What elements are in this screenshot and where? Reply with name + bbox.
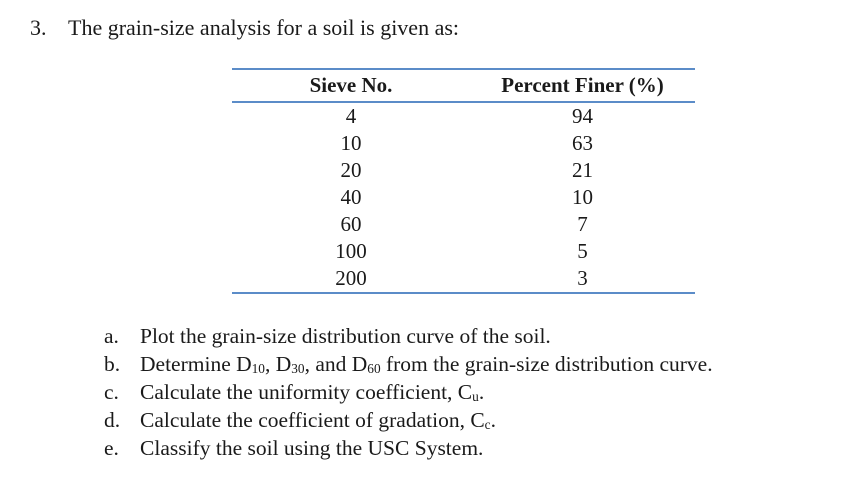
subscript: u — [472, 389, 479, 405]
sieve-number-cell: 20 — [340, 158, 362, 182]
sieve-number-cell: 10 — [340, 131, 362, 155]
percent-finer-cell: 3 — [577, 266, 588, 290]
table-row: 20 21 — [232, 157, 695, 184]
task-text: Classify the soil using the USC System. — [140, 436, 484, 460]
percent-finer-cell: 5 — [577, 239, 588, 263]
task-item-c: c. Calculate the uniformity coefficient, … — [104, 378, 713, 406]
task-item-e: e. Classify the soil using the USC System… — [104, 434, 713, 462]
task-marker: c. — [104, 380, 119, 404]
table-row: 200 3 — [232, 265, 695, 293]
subscript: c — [484, 417, 491, 433]
sieve-number-cell: 200 — [335, 266, 367, 290]
subscript: 30 — [291, 361, 305, 377]
header-percent-finer: Percent Finer (%) — [501, 73, 664, 97]
problem-heading: 3. The grain-size analysis for a soil is … — [30, 14, 459, 42]
task-marker: e. — [104, 436, 119, 460]
task-marker: b. — [104, 352, 121, 376]
task-list: a. Plot the grain-size distribution curve… — [104, 322, 713, 462]
percent-finer-cell: 21 — [572, 158, 593, 182]
percent-finer-cell: 10 — [572, 185, 593, 209]
table-row: 10 63 — [232, 130, 695, 157]
task-text: Plot the grain-size distribution curve o… — [140, 324, 551, 348]
table-row: 4 94 — [232, 102, 695, 130]
header-sieve-no: Sieve No. — [309, 73, 393, 97]
problem-number: 3. — [30, 15, 47, 40]
percent-finer-cell: 63 — [572, 131, 593, 155]
task-text: Calculate the uniformity coefficient, Cu… — [140, 380, 485, 405]
task-item-d: d. Calculate the coefficient of gradation… — [104, 406, 713, 434]
task-text: Calculate the coefficient of gradation, … — [140, 408, 496, 433]
table-row: 100 5 — [232, 238, 695, 265]
sieve-number-cell: 4 — [345, 104, 357, 128]
subscript: 10 — [251, 361, 265, 377]
task-marker: d. — [104, 408, 121, 432]
task-marker: a. — [104, 324, 119, 348]
percent-finer-cell: 7 — [577, 212, 588, 236]
table-header-row: Sieve No. Percent Finer (%) — [232, 69, 695, 102]
sieve-number-cell: 60 — [340, 212, 362, 236]
task-item-b: b. Determine D10, D30, and D60 from the g… — [104, 350, 713, 378]
table-row: 60 7 — [232, 211, 695, 238]
sieve-number-cell: 40 — [340, 185, 362, 209]
grain-size-table: Sieve No. Percent Finer (%) 4 94 10 63 2… — [232, 68, 695, 294]
percent-finer-cell: 94 — [572, 104, 593, 128]
problem-statement: The grain-size analysis for a soil is gi… — [68, 15, 460, 40]
sieve-number-cell: 100 — [335, 239, 367, 263]
task-text: Determine D10, D30, and D60 from the gra… — [140, 352, 713, 377]
task-item-a: a. Plot the grain-size distribution curve… — [104, 322, 713, 350]
subscript: 60 — [367, 361, 381, 377]
table-row: 40 10 — [232, 184, 695, 211]
